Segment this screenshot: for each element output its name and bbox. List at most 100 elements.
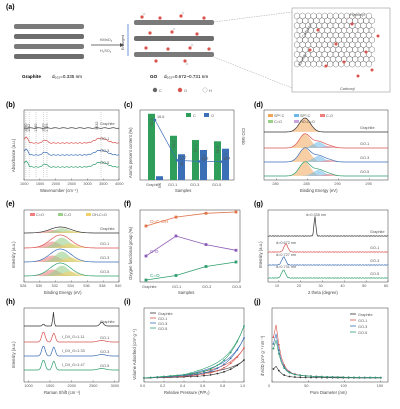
isotherm-point-3-0 [143,377,145,379]
pore-point-0-6 [288,375,291,378]
co-ratio-point-0 [153,118,157,122]
g-tick-2: 30 [319,284,323,288]
xrd-series-label-2: GO-3 [370,259,379,263]
plot-frame-b [23,109,120,181]
isotherm-point-0-18 [203,374,205,377]
d-tick-0: 280 [272,182,278,186]
go-label: GO [150,74,158,79]
pore-point-0-10 [299,376,302,379]
ftir-series-label-0: Graphite [100,122,115,126]
isotherm-point-1-20 [209,371,212,374]
isotherm-point-3-16 [196,371,199,374]
peak-label-oh: 3432 [95,122,99,130]
pore-point-3-6 [288,371,291,374]
raman-series-label-2: GO-3 [100,350,109,354]
f-point-0-1 [174,215,178,219]
plot-frame-g [267,209,389,283]
x-axis-label-g: 2 theta (degree) [308,290,338,295]
j-tick-2: 100 [341,384,347,388]
panel-label-d: (d) [254,102,263,109]
zoom-line-top [213,11,293,23]
xrd-curves: Graphite GO-1 GO-3 GO-5 [267,216,389,279]
co-ratio-label-0: 16.6 [157,115,164,119]
ftir-series-label-1: GO-1 [100,137,109,141]
f-line-1 [145,235,237,257]
graphite-d-spacing: d₀₀₂=0.335 nm [52,74,82,79]
c1s-component-2-0 [286,148,324,162]
isotherm-point-2-20 [209,370,212,372]
x-axis-label-i: Relative Pressure (P/P₀) [164,390,210,395]
co-ratio-label-1: 1.72 [179,155,186,159]
pore-point-0-8 [294,376,296,378]
j-legend-0: Graphite [358,313,373,317]
peak-label-2: 1380 [34,124,38,132]
isotherm-point-3-26 [229,351,232,354]
isotherm-point-2-18 [203,371,205,374]
xrd-series-label-0: Graphite [370,230,385,234]
o1s-component-1-2 [46,243,94,248]
c1s-Graphite [264,117,388,133]
peak-label-4: 1725 [45,124,49,132]
g-tick-3: 40 [340,284,344,288]
panel-label-f: (f) [124,201,131,208]
raman-series-label-3: GO-5 [100,364,109,368]
atom-legend: C O H [152,87,212,93]
label-hydroxyl: Hydroxyl [350,13,365,17]
pore-point-3-14 [310,375,312,378]
enlarged-label: Enlarged [121,35,125,50]
c1s-series-label-0: Graphite [360,126,375,130]
isotherm-point-1-18 [203,373,205,376]
panel-i: (i) 0.0 0.2 0.4 0.6 0.8 1.0 GraphiteGO-1GO-3G… [124,299,245,395]
o1s-GO-1 [24,234,119,249]
isotherm-point-0-24 [223,370,225,373]
svg-text:H: H [209,89,212,93]
go-d-spacing: d₀₀₂=0.672~0.731 nm [164,74,208,79]
g-tick-4: 50 [362,284,366,288]
h-tick-4: 3000 [111,384,119,388]
j-legend-2: GO-3 [358,325,367,329]
isotherm-point-3-12 [183,373,185,376]
ftir-curves: Graphite GO-1 GO-3 GO-5 [23,122,120,168]
pore-point-3-2 [277,352,280,355]
xps-c1s-curves: Graphite GO-1 GO-3 GO-5 [264,117,388,177]
i-tick-1: 0.2 [160,384,165,388]
c1s-GO-3 [264,147,388,163]
pore-point-3-24 [336,376,339,379]
e-tick-5: 538 [99,284,105,288]
ftir-series-label-3: GO-5 [100,161,109,165]
pore-point-3-16 [315,375,318,378]
o1s-series-label-3: GO-5 [100,270,109,274]
f-point-2-3 [234,260,238,264]
isotherm-point-2-22 [216,367,219,370]
co-ratio-point-3 [219,160,223,163]
b-tick-2: 2000 [52,182,60,186]
f-point-0-0 [144,224,148,228]
j-tick-1: 50 [304,384,308,388]
graphite-label: Graphite [22,74,41,79]
panel-g: (g) Graphite GO-1 GO-3 GO-5 10 20 30 40 50 60 d=… [254,201,389,295]
xrd-series-label-3: GO-5 [370,272,379,276]
f-point-2-1 [174,274,178,277]
isotherm-point-3-18 [203,370,205,373]
pore-point-0-2 [277,369,280,372]
j-legend-3: GO-5 [358,331,367,335]
pore-point-0-0 [272,368,275,370]
xrd-GO-3 [267,256,389,266]
c1s-series-label-3: GO-5 [360,170,369,174]
y-axis-label-f: Oxygen functional group (%) [128,226,133,280]
c1s-component-2-2 [310,160,348,162]
e-legend-2: OH-C=O [92,213,107,217]
co-ratio-label-2: 1.33 [201,156,208,160]
g-tick-1: 20 [297,284,301,288]
x-axis-label-j: Pore Diameter (nm) [310,390,347,395]
bar-o-Graphite [156,176,163,180]
h-tick-0: 1000 [24,384,32,388]
h-tick-3: 2500 [89,384,97,388]
legend-d: SP²-C SP³-C C-O C=O HO-C=O [268,114,333,124]
pore-point-0-4 [283,374,286,376]
panel-label-b: (b) [6,102,15,109]
j-tick-0: 0 [268,384,270,388]
xrd-annotation-2: d=0.727 nm [276,253,296,257]
xrd-annotation-1: d=0.672 nm [276,241,296,245]
